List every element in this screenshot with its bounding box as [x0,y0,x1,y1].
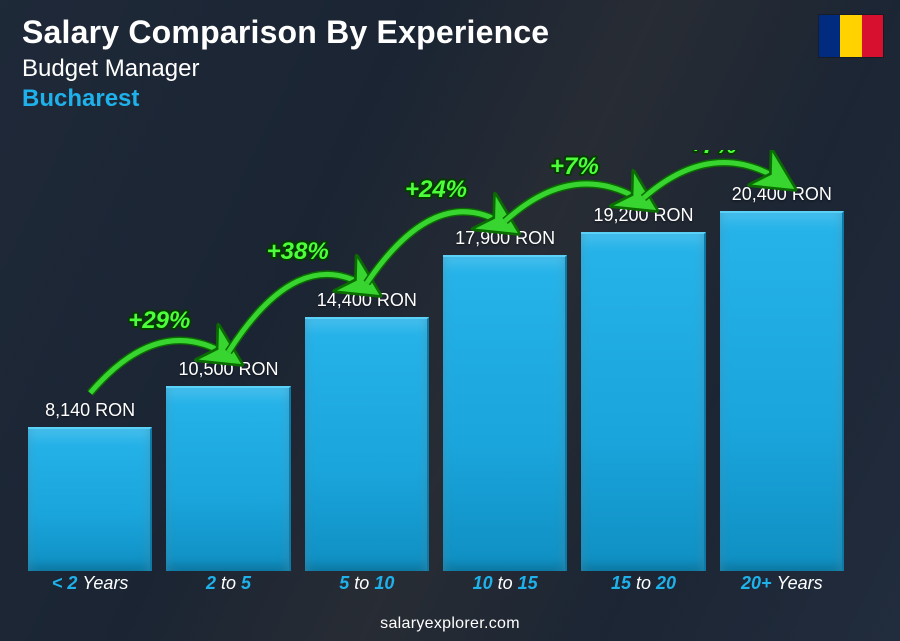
bar [166,386,290,571]
bar-value-label: 19,200 RON [593,205,693,226]
flag-stripe-blue [819,15,840,57]
bar-value-label: 20,400 RON [732,184,832,205]
flag-stripe-yellow [840,15,861,57]
bar [305,317,429,571]
bar-value-label: 14,400 RON [317,290,417,311]
bars-container: 8,140 RON 10,500 RON 14,400 RON 17,900 RON 1… [20,150,852,571]
x-label: < 2 Years [28,573,152,601]
bar [720,211,844,571]
bar-slot: 8,140 RON [28,400,152,571]
flag-stripe-red [862,15,883,57]
bar [443,255,567,571]
bar-value-label: 17,900 RON [455,228,555,249]
bar [581,232,705,571]
bar-slot: 20,400 RON [720,184,844,571]
flag-romania [818,14,884,58]
x-labels: < 2 Years 2 to 5 5 to 10 10 to 15 15 to 20 20… [20,573,852,601]
bar-slot: 14,400 RON [305,290,429,571]
x-label: 2 to 5 [166,573,290,601]
bar-chart: 8,140 RON 10,500 RON 14,400 RON 17,900 RON 1… [20,150,852,601]
title-location: Bucharest [22,85,549,113]
title-block: Salary Comparison By Experience Budget M… [22,14,549,113]
bar-slot: 19,200 RON [581,205,705,571]
bar-value-label: 8,140 RON [45,400,135,421]
title-subtitle: Budget Manager [22,55,549,83]
x-label: 5 to 10 [305,573,429,601]
footer-attribution: salaryexplorer.com [0,615,900,633]
x-label: 15 to 20 [581,573,705,601]
infographic-stage: Salary Comparison By Experience Budget M… [0,0,900,641]
bar [28,427,152,571]
bar-slot: 10,500 RON [166,359,290,571]
x-label: 20+ Years [720,573,844,601]
bar-value-label: 10,500 RON [178,359,278,380]
title-main: Salary Comparison By Experience [22,14,549,51]
bar-slot: 17,900 RON [443,228,567,571]
x-label: 10 to 15 [443,573,567,601]
